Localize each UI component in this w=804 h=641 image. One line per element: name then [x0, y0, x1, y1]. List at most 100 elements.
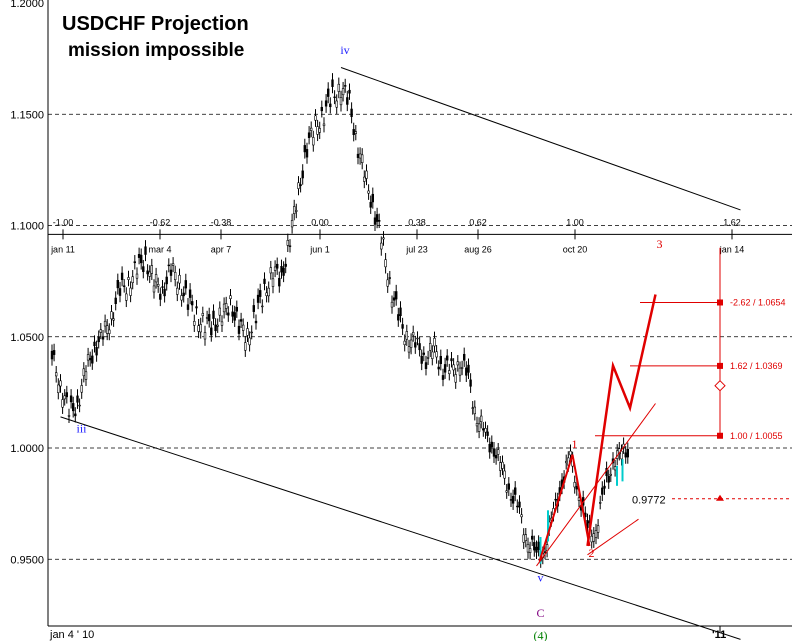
candle-body: [292, 206, 296, 214]
candle-body: [65, 392, 69, 398]
candle-body: [108, 329, 111, 334]
candle-body: [475, 423, 479, 427]
wave-label: 3: [657, 237, 663, 251]
candle-body: [256, 294, 260, 303]
y-tick-label: 1.0000: [10, 443, 44, 455]
candle-body: [231, 311, 234, 317]
candle-body: [488, 443, 491, 453]
candle-body: [261, 305, 264, 308]
candle-body: [314, 115, 317, 121]
candle-body: [205, 317, 209, 319]
candle-body: [269, 267, 272, 274]
candle-body: [208, 314, 211, 322]
candle-body: [78, 404, 81, 407]
candle-body: [477, 423, 481, 432]
candle-body: [482, 428, 485, 431]
candle-body: [176, 287, 179, 295]
candle-body: [494, 455, 498, 459]
candle-body: [244, 342, 247, 351]
candle-body: [59, 380, 62, 387]
candle-body: [278, 277, 281, 287]
candle-body: [199, 324, 202, 333]
candle-body: [518, 501, 521, 508]
candle-body: [403, 340, 406, 346]
candle-body: [537, 541, 540, 550]
candle-body: [114, 297, 117, 305]
fib-marker: [717, 299, 723, 306]
candle-body: [157, 284, 160, 287]
candle-body: [297, 182, 300, 189]
candle-body: [324, 100, 328, 107]
candle-body: [522, 534, 525, 543]
candle-body: [203, 332, 207, 340]
candle-body: [129, 287, 132, 296]
candle-body: [443, 364, 447, 373]
candle-body: [320, 106, 323, 112]
candle-body: [146, 270, 149, 275]
candle-body: [135, 273, 139, 279]
candle-body: [433, 338, 436, 347]
candle-body: [72, 403, 75, 412]
candle-body: [569, 450, 572, 456]
candle-body: [263, 278, 266, 284]
candle-body: [386, 279, 389, 287]
candle-body: [337, 83, 340, 92]
candle-body: [543, 551, 547, 553]
candle-body: [530, 535, 534, 540]
candle-body: [57, 384, 60, 393]
candle-body: [469, 379, 472, 387]
candle-body: [394, 291, 398, 300]
candle-body: [335, 100, 338, 108]
candle-body: [360, 154, 364, 163]
ruler-date-label: jan 11: [50, 244, 75, 254]
fib-diamond-marker: [714, 379, 726, 392]
candle-body: [326, 88, 330, 97]
ruler-ratio-label: -0.62: [150, 217, 171, 227]
candle-body: [371, 193, 374, 203]
y-tick-label: 1.0500: [10, 332, 44, 344]
candle-body: [152, 285, 156, 293]
candle-body: [441, 375, 445, 380]
candle-body: [103, 320, 107, 327]
candle-body: [99, 329, 103, 333]
candle-body: [125, 293, 128, 301]
candle-body: [137, 254, 141, 258]
candle-body: [86, 354, 90, 361]
chart-title: USDCHF Projection: [62, 13, 249, 35]
candle-body: [450, 358, 453, 362]
candle-body: [54, 372, 58, 377]
candle-body: [554, 498, 557, 501]
candle-body: [184, 280, 187, 289]
candle-body: [416, 337, 419, 340]
candle-body: [620, 450, 623, 460]
candle-body: [148, 271, 151, 277]
candle-body: [309, 127, 313, 131]
candle-body: [407, 346, 411, 353]
candle-body: [91, 355, 94, 364]
candle-body: [225, 303, 228, 309]
candle-body: [50, 350, 54, 360]
candle-body: [214, 324, 217, 332]
ruler-ratio-label: -1.00: [53, 217, 74, 227]
candle-body: [188, 289, 192, 298]
candle-body: [350, 108, 353, 117]
candle-body: [575, 486, 579, 490]
candle-body: [142, 266, 145, 272]
candle-body: [312, 137, 315, 146]
candle-body: [467, 364, 470, 373]
y-tick-label: 0.9500: [10, 554, 44, 566]
candle-body: [452, 364, 455, 371]
candle-body: [169, 269, 173, 276]
candle-body: [363, 176, 366, 182]
wave-count-path: [538, 454, 591, 562]
candle-body: [420, 355, 423, 364]
wave-label: iii: [76, 421, 87, 435]
candle-body: [106, 325, 109, 334]
candle-body: [435, 351, 438, 358]
candle-body: [246, 328, 249, 336]
candle-body: [290, 220, 294, 228]
candle-body: [318, 128, 321, 133]
candle-body: [186, 304, 190, 310]
candle-body: [76, 395, 79, 403]
